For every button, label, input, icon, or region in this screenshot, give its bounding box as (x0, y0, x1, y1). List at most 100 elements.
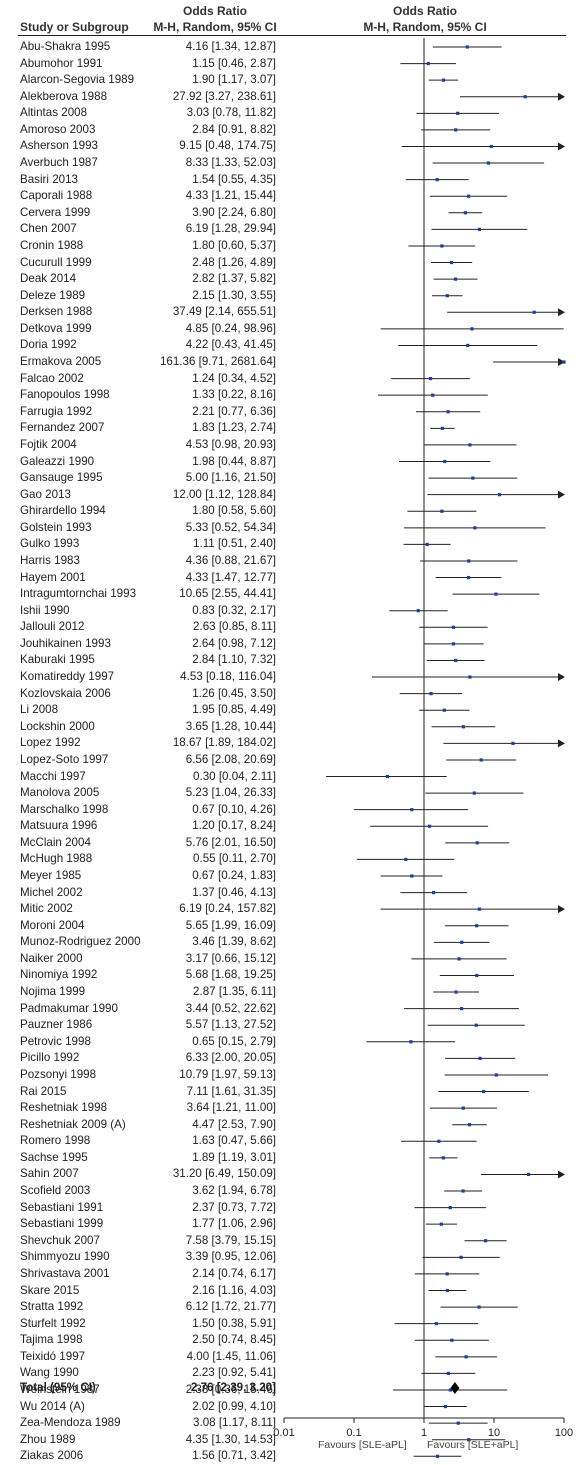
point-estimate (477, 1305, 481, 1309)
point-estimate (446, 410, 450, 414)
study-or-ci: 2.48 [1.26, 4.89] (192, 255, 276, 269)
point-estimate (466, 343, 470, 348)
point-estimate (445, 1288, 450, 1293)
point-estimate (454, 128, 458, 132)
study-or-ci: 2.84 [1.10, 7.32] (192, 653, 276, 667)
study-or-ci: 5.65 [1.99, 16.09] (185, 918, 276, 932)
point-estimate (497, 493, 502, 497)
study-name: Galeazzi 1990 (20, 454, 95, 468)
x-tick-label: 100 (555, 1427, 573, 1439)
point-estimate (472, 791, 476, 795)
study-or-ci: 3.64 [1.21, 11.00] (186, 1101, 276, 1115)
study-or-ci: 1.54 [0.55, 4.35] (192, 172, 276, 186)
point-estimate (448, 1388, 452, 1392)
study-or-ci: 0.67 [0.24, 1.83] (192, 869, 276, 882)
study-name: Farrugia 1992 (20, 404, 93, 418)
study-name: Scofield 2003 (20, 1184, 91, 1198)
study-or-ci: 2.16 [1.16, 4.03] (192, 1283, 276, 1297)
study-or-ci: 1.33 [0.22, 8.16] (192, 388, 276, 402)
study-or-ci: 8.33 [1.33, 52.03] (185, 156, 276, 170)
study-or-ci: 1.15 [0.46, 2.87] (192, 56, 276, 70)
study-name: Pauzner 1986 (20, 1018, 93, 1032)
point-estimate (459, 1007, 464, 1011)
point-estimate (477, 227, 482, 231)
study-name: Wu 2014 (A) (20, 1399, 85, 1413)
point-estimate (435, 1454, 440, 1458)
point-estimate (532, 310, 536, 314)
study-name: Shevchuk 2007 (20, 1233, 100, 1247)
point-estimate (454, 990, 458, 994)
study-or-ci: 2.82 [1.37, 5.82] (192, 272, 276, 286)
study-or-ci: 5.33 [0.52, 54.34] (185, 520, 276, 534)
study-name: Jouhikainen 1993 (20, 636, 111, 650)
study-name: Zea-Mendoza 1989 (20, 1416, 121, 1430)
total-label: Total (95% CI) (20, 1381, 96, 1394)
study-name: Caporali 1988 (20, 189, 93, 203)
x-tick-label: 0.1 (346, 1427, 361, 1439)
study-name: Sebastiani 1991 (20, 1200, 104, 1214)
study-name: Alekberova 1988 (20, 89, 108, 103)
study-or-ci: 1.95 [0.85, 4.49] (192, 703, 276, 717)
study-name: Shimmyozu 1990 (20, 1250, 110, 1264)
study-name: Shrivastava 2001 (20, 1266, 110, 1280)
point-estimate (475, 924, 479, 928)
study-name: Ninomiya 1992 (20, 968, 98, 982)
study-or-ci: 12.00 [1.12, 128.84] (172, 487, 276, 501)
study-or-ci: 0.65 [0.15, 2.79] (192, 1034, 276, 1048)
point-estimate (465, 45, 469, 49)
study-or-ci: 1.83 [1.23, 2.74] (192, 421, 276, 435)
point-estimate (409, 1040, 413, 1044)
point-estimate (526, 1172, 531, 1177)
study-name: Cucurull 1999 (20, 255, 92, 269)
study-or-ci: 2.37 [0.73, 7.72] (192, 1200, 276, 1214)
point-estimate (468, 675, 472, 679)
point-estimate (443, 459, 447, 464)
point-estimate (426, 61, 430, 66)
study-or-ci: 5.23 [1.04, 26.33] (185, 786, 276, 800)
study-name: Michel 2002 (20, 885, 83, 899)
study-name: Rai 2015 (20, 1084, 67, 1098)
ci-arrow (558, 308, 565, 317)
point-estimate (437, 1139, 441, 1143)
study-or-ci: 6.19 [1.28, 29.94] (185, 222, 276, 236)
study-or-ci: 10.65 [2.55, 44.41] (179, 587, 276, 601)
point-estimate (434, 1322, 438, 1326)
study-name: Sturfelt 1992 (20, 1316, 86, 1330)
point-estimate (460, 940, 464, 944)
x-tick-label: 0.01 (273, 1427, 294, 1439)
ci-arrow (558, 490, 565, 499)
point-estimate (410, 808, 414, 812)
study-name: Hayem 2001 (20, 570, 86, 584)
study-or-ci: 31.20 [6.49, 150.09] (172, 1167, 276, 1181)
study-or-ci: 2.64 [0.98, 7.12] (192, 636, 276, 650)
study-or-ci: 2.21 [0.77, 6.36] (192, 404, 276, 418)
ci-arrow (558, 92, 565, 101)
point-estimate (466, 194, 471, 198)
point-estimate (461, 1189, 465, 1193)
study-or-ci: 4.33 [1.47, 12.77] (185, 570, 276, 584)
study-name: Basiri 2013 (20, 172, 79, 186)
study-name: Ziakas 2006 (20, 1449, 84, 1463)
point-estimate (431, 393, 435, 397)
point-estimate (461, 1106, 465, 1110)
point-estimate (478, 1056, 482, 1060)
study-or-ci: 161.36 [9.71, 2681.64] (159, 355, 276, 369)
study-or-ci: 1.90 [1.17, 3.07] (192, 73, 276, 87)
study-or-ci: 10.79 [1.97, 59.13] (179, 1067, 276, 1081)
study-name: Li 2008 (20, 703, 59, 717)
point-estimate (439, 1222, 443, 1226)
study-name: Chen 2007 (20, 222, 77, 236)
point-estimate (475, 973, 479, 978)
study-name: Stratta 1992 (20, 1300, 84, 1314)
study-or-ci: 4.85 [0.24, 98.96] (185, 321, 276, 335)
study-name: Mitic 2002 (20, 902, 73, 916)
point-estimate (474, 1023, 478, 1027)
point-estimate (450, 260, 454, 265)
study-or-ci: 0.55 [0.11, 2.70] (193, 852, 276, 866)
ci-arrow (558, 358, 565, 367)
point-estimate (494, 592, 498, 596)
study-or-ci: 4.47 [2.53, 7.90] (192, 1117, 276, 1131)
study-or-ci: 1.20 [0.17, 8.24] (192, 819, 276, 833)
header-rule (18, 35, 566, 36)
point-estimate (451, 642, 456, 646)
